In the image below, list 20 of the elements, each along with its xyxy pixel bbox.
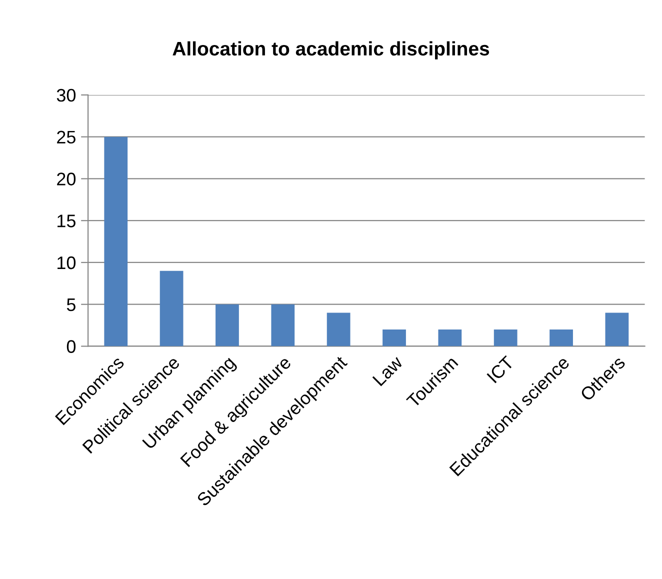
bar: [216, 304, 239, 346]
x-tick-label: ICT: [486, 355, 515, 384]
y-tick-label: 30: [56, 88, 76, 102]
bar: [605, 312, 629, 346]
y-tick-label: 25: [57, 130, 76, 144]
bar: [494, 329, 518, 346]
bar: [104, 136, 128, 346]
y-tick-label: 15: [58, 214, 76, 228]
bar: [326, 312, 350, 346]
y-tick-label: 0: [66, 340, 76, 353]
bar: [382, 329, 406, 346]
y-tick-label: 10: [58, 256, 76, 270]
bar: [550, 329, 573, 346]
x-tick-label: Law: [372, 355, 404, 386]
y-tick-label: 5: [66, 298, 76, 312]
chart-title: Allocation to academic disciplines: [172, 41, 490, 60]
bar: [271, 304, 295, 346]
y-tick-label: 20: [57, 172, 76, 186]
bar: [160, 270, 184, 346]
bar: [438, 329, 462, 346]
